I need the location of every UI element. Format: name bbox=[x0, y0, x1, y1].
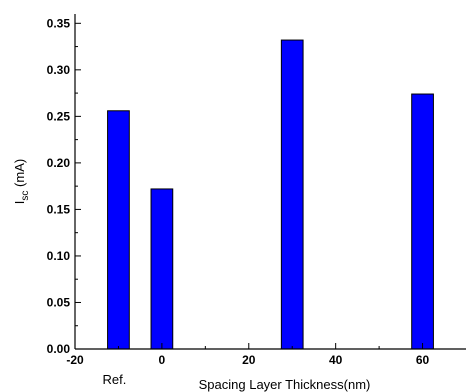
axes bbox=[74, 14, 466, 350]
y-tick-label: 0.30 bbox=[47, 63, 71, 77]
y-axis-title-main: I bbox=[12, 201, 27, 205]
y-axis-title-subscript: sc bbox=[20, 191, 31, 201]
y-tick-label: 0.25 bbox=[47, 109, 71, 123]
y-tick-label: 0.05 bbox=[47, 295, 71, 309]
ref-label: Ref. bbox=[103, 372, 127, 387]
y-axis-title: Isc (mA) bbox=[12, 159, 31, 204]
y-tick-label: 0.35 bbox=[47, 16, 71, 30]
bar bbox=[150, 188, 174, 350]
y-tick-label: 0.00 bbox=[47, 342, 71, 356]
y-tick-label: 0.15 bbox=[47, 202, 71, 216]
y-tick-label: 0.20 bbox=[47, 156, 71, 170]
x-tick-label: 60 bbox=[416, 353, 430, 367]
bar bbox=[411, 93, 434, 350]
y-tick-label: 0.10 bbox=[47, 249, 71, 263]
y-axis-title-unit: (mA) bbox=[12, 159, 27, 191]
tick-labels: 0.00 0.05 0.10 0.15 0.20 0.25 0.30 0.35 -20 0 20 40… bbox=[47, 16, 430, 367]
bar bbox=[107, 110, 130, 350]
x-tick-label: 20 bbox=[242, 353, 256, 367]
x-axis-title: Spacing Layer Thickness(nm) bbox=[199, 377, 371, 392]
x-tick-label: -20 bbox=[66, 353, 84, 367]
bar-series bbox=[107, 39, 434, 350]
x-tick-label: 40 bbox=[329, 353, 343, 367]
bar bbox=[280, 39, 304, 350]
x-tick-label: 0 bbox=[159, 353, 166, 367]
